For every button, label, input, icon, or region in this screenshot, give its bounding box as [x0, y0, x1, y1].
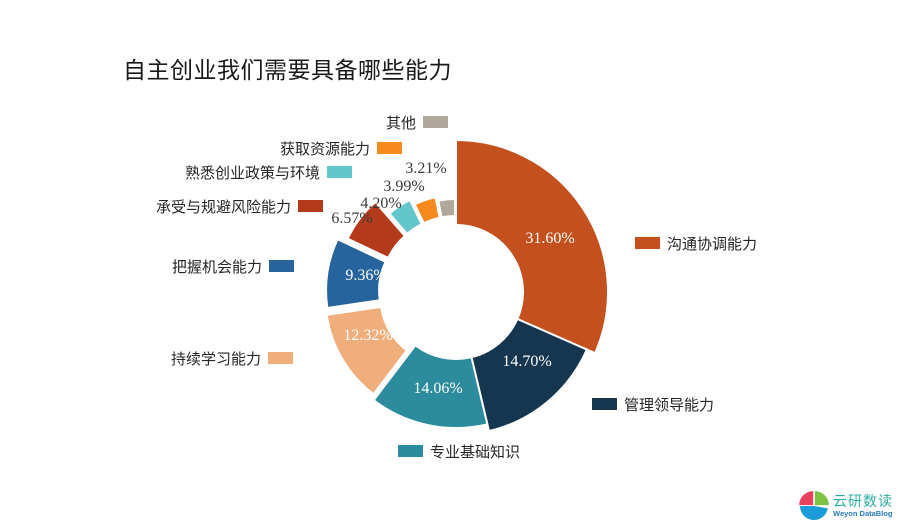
pie-slice-seize-opportunity — [325, 237, 387, 310]
legend-item-resource-acquisition: 获取资源能力 — [279, 139, 402, 158]
slice-percent-label: 12.32% — [343, 327, 393, 344]
legend-label: 把握机会能力 — [171, 258, 262, 276]
slice-percent-label: 14.06% — [413, 380, 463, 397]
legend-swatch — [423, 116, 448, 128]
legend-label: 熟悉创业政策与环境 — [184, 164, 320, 182]
slice-percent-label: 3.21% — [405, 160, 447, 177]
pie-slice-resource-acquisition — [413, 196, 441, 225]
legend-item-seize-opportunity: 把握机会能力 — [171, 257, 294, 276]
legend-label: 获取资源能力 — [279, 140, 370, 158]
legend-item-communication-coordination: 沟通协调能力 — [635, 234, 758, 253]
legend-item-continuous-learning: 持续学习能力 — [170, 349, 293, 368]
legend-item-other: 其他 — [385, 113, 448, 132]
brand-logo-icon — [799, 491, 829, 521]
logo-red-slice — [799, 491, 814, 506]
pie-slice-risk-tolerance-avoidance — [346, 200, 407, 260]
legend-item-policy-environment-familiarity: 熟悉创业政策与环境 — [184, 163, 352, 182]
pie-slice-communication-coordination — [455, 138, 609, 355]
legend-label: 专业基础知识 — [430, 443, 521, 461]
slice-percent-label: 3.99% — [383, 178, 425, 195]
legend-label: 持续学习能力 — [170, 350, 261, 368]
slice-percent-label: 31.60% — [525, 230, 575, 247]
logo-blue-slice — [800, 506, 828, 521]
brand-name: 云研数读 — [833, 493, 893, 509]
legend-swatch — [377, 142, 402, 154]
pie-slice-policy-environment-familiarity — [387, 198, 424, 236]
legend-swatch — [268, 352, 293, 364]
legend-label: 管理领导能力 — [624, 396, 715, 414]
pie-slice-professional-knowledge — [372, 343, 489, 429]
legend-swatch — [635, 237, 660, 249]
pie-slice-management-leadership — [470, 317, 589, 433]
legend-swatch — [592, 398, 617, 410]
pie-slice-continuous-learning — [325, 305, 409, 396]
legend-swatch — [269, 260, 294, 272]
legend-swatch — [398, 445, 423, 457]
chart-title: 自主创业我们需要具备哪些能力 — [123, 57, 452, 83]
slice-percent-label: 4.20% — [360, 195, 402, 212]
legend-swatch — [327, 166, 352, 178]
slice-percent-label: 6.57% — [331, 210, 373, 227]
legend-swatch — [298, 200, 323, 212]
brand-subtitle: Weyon DataBlog — [833, 509, 893, 518]
slice-percent-label: 14.70% — [502, 353, 552, 370]
slice-percent-label: 9.36% — [345, 267, 387, 284]
legend-item-professional-knowledge: 专业基础知识 — [398, 442, 521, 461]
legend-label: 沟通协调能力 — [667, 235, 758, 253]
logo-green-slice — [814, 491, 829, 506]
brand-logo: 云研数读 Weyon DataBlog — [799, 491, 893, 521]
legend-label: 其他 — [385, 114, 416, 132]
pie-slice-other — [437, 198, 457, 219]
legend-item-risk-tolerance-avoidance: 承受与规避风险能力 — [155, 197, 323, 216]
legend-label: 承受与规避风险能力 — [155, 198, 291, 216]
legend-item-management-leadership: 管理领导能力 — [592, 395, 715, 414]
